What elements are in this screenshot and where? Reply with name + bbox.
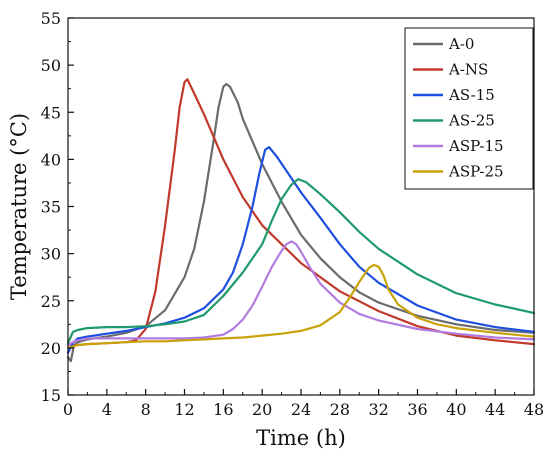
- x-tick-label: 4: [102, 400, 112, 419]
- x-tick-label: 16: [213, 400, 233, 419]
- legend: A-0 A-NS AS-15 AS-25 ASP-15 ASP-25: [404, 27, 534, 190]
- series-line-a-0: [66, 82, 536, 363]
- y-tick-label: 35: [41, 198, 61, 217]
- x-axis-title: Time (h): [256, 426, 346, 450]
- x-tick-label: 24: [291, 400, 311, 419]
- x-tick-label: 44: [485, 400, 505, 419]
- legend-label: ASP-15: [448, 137, 504, 155]
- x-tick-label: 48: [524, 400, 544, 419]
- x-tick-label: 36: [407, 400, 427, 419]
- legend-box: [404, 27, 534, 190]
- y-axis-title: Temperature (°C): [7, 113, 31, 300]
- y-tick-label: 30: [41, 245, 61, 264]
- x-tick-label: 0: [63, 400, 73, 419]
- y-tick-label: 25: [41, 292, 61, 311]
- legend-label: AS-15: [448, 86, 495, 104]
- series-line-as-25: [66, 178, 536, 345]
- x-tick-label: 28: [330, 400, 350, 419]
- x-axis: 0 4 8 12 16 20 24 28 32 36 40 44 48: [63, 389, 544, 419]
- y-tick-label: 15: [41, 386, 61, 405]
- legend-label: A-0: [448, 35, 474, 53]
- x-tick-label: 32: [368, 400, 388, 419]
- y-tick-label: 50: [41, 56, 61, 75]
- x-tick-label: 20: [252, 400, 272, 419]
- y-tick-label: 20: [41, 339, 61, 358]
- legend-label: ASP-25: [448, 163, 504, 181]
- legend-label: A-NS: [448, 61, 488, 79]
- y-tick-label: 55: [41, 9, 61, 28]
- y-tick-label: 40: [41, 150, 61, 169]
- x-tick-label: 40: [446, 400, 466, 419]
- y-axis: 15 20 25 30 35 40 45 50 55: [41, 9, 74, 405]
- series-line-asp-15: [66, 240, 536, 347]
- y-tick-label: 45: [41, 103, 61, 122]
- x-tick-label: 8: [141, 400, 151, 419]
- series-line-asp-25: [66, 263, 536, 349]
- x-tick-label: 12: [174, 400, 194, 419]
- legend-label: AS-25: [448, 112, 495, 130]
- plot-lines: [66, 78, 536, 363]
- series-line-as-15: [66, 146, 536, 354]
